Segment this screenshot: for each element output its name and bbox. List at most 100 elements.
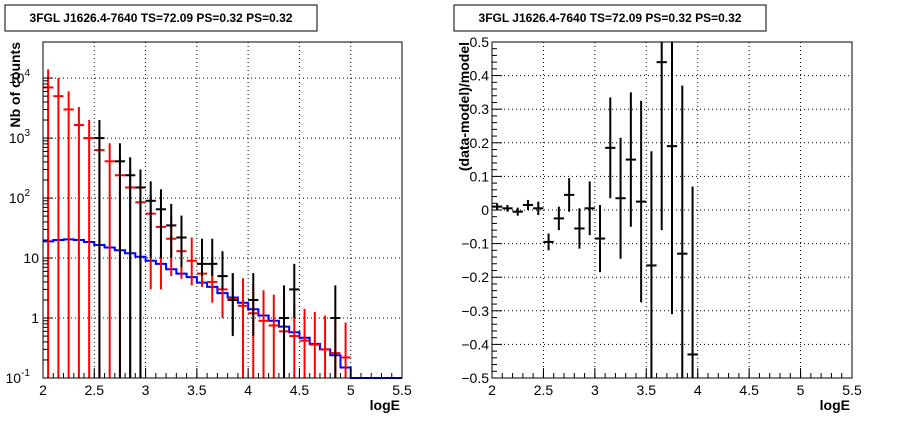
left-title-box — [4, 4, 318, 32]
right-y-tick-label: −0.4 — [461, 336, 489, 352]
model-point — [319, 315, 331, 378]
residual-point — [646, 151, 657, 378]
residual-point — [636, 100, 647, 303]
left-x-tick-label: 4.5 — [290, 382, 310, 398]
right-x-tick-label: 3 — [591, 382, 599, 398]
left-x-tick-label: 3 — [142, 382, 150, 398]
residual-point — [492, 203, 503, 210]
residual-point — [533, 201, 544, 216]
model-point — [309, 312, 320, 378]
right-y-tick-label: 0.1 — [470, 168, 490, 184]
right-x-tick-label: 4.5 — [739, 382, 759, 398]
left-grid — [43, 42, 402, 378]
left-x-tick-label: 5 — [347, 382, 355, 398]
right-x-tick-label: 2 — [488, 382, 496, 398]
right-y-tick-label: −0.1 — [461, 236, 489, 252]
right-y-tick-label: 0.4 — [470, 68, 490, 84]
model-point — [299, 308, 310, 378]
left-y-tick-label: 10 — [23, 250, 39, 266]
data-point — [155, 189, 167, 259]
left-x-axis-title: logE — [370, 397, 400, 413]
residual-point — [502, 204, 513, 212]
residual-point — [553, 206, 564, 231]
right-x-tick-label: 5 — [797, 382, 805, 398]
data-point — [196, 238, 208, 277]
model-point — [84, 120, 95, 378]
left-x-tick-label: 3.5 — [187, 382, 207, 398]
left-y-tick-label: 103 — [9, 128, 31, 146]
left-y-tick-exponent: 2 — [24, 188, 30, 199]
residual-point — [574, 208, 585, 249]
model-point — [104, 143, 115, 378]
data-point — [114, 143, 126, 378]
data-point — [248, 273, 259, 337]
right-y-tick-label: 0 — [481, 202, 489, 218]
residual-point — [564, 178, 575, 212]
data-point — [135, 169, 146, 378]
right-y-tick-label: 0.5 — [470, 34, 490, 50]
model-point — [63, 91, 74, 378]
left-x-tick-label: 4 — [244, 382, 252, 398]
left-y-tick-label: 102 — [9, 188, 31, 206]
data-point — [166, 203, 177, 259]
right-y-tick-label: 0.2 — [470, 135, 490, 151]
data-point — [176, 215, 187, 268]
left-x-tick-label: 5.5 — [392, 382, 412, 398]
left-y-tick-label: 1 — [31, 310, 39, 326]
left-y-tick-exponent: 3 — [24, 128, 30, 139]
residual-point — [594, 204, 606, 273]
data-point — [227, 273, 238, 337]
residual-point — [584, 181, 595, 236]
left-x-tick-label: 2 — [39, 382, 47, 398]
right-title: 3FGL J1626.4-7640 TS=72.09 PS=0.32 PS=0.… — [479, 11, 742, 25]
left-y-axis-title: Nb of counts — [7, 42, 23, 128]
left-y-tick-label: 10-1 — [6, 368, 31, 386]
right-series — [492, 42, 698, 378]
left-y-tick-exponent: -1 — [21, 368, 30, 379]
right-panel: 3FGL J1626.4-7640 TS=72.09 PS=0.32 PS=0.… — [453, 4, 862, 413]
left-title: 3FGL J1626.4-7640 TS=72.09 PS=0.32 PS=0.… — [30, 11, 293, 25]
residual-point — [615, 137, 626, 259]
left-y-tick-exponent: 4 — [24, 68, 30, 79]
right-title-box — [453, 4, 767, 32]
residual-point — [656, 42, 667, 231]
left-plot-frame — [42, 41, 403, 379]
model-point — [237, 278, 249, 378]
data-point — [94, 120, 105, 378]
model-point — [53, 78, 64, 378]
left-panel: 3FGL J1626.4-7640 TS=72.09 PS=0.32 PS=0.… — [4, 4, 412, 413]
model-point — [340, 322, 351, 378]
data-point — [289, 263, 300, 319]
right-y-axis-title: (data-model)/model — [456, 42, 472, 171]
data-point — [278, 285, 290, 378]
right-y-tick-label: −0.3 — [461, 303, 489, 319]
residual-point — [625, 92, 636, 227]
left-x-tick-label: 2.5 — [85, 382, 105, 398]
residual-point — [605, 97, 616, 199]
right-x-tick-label: 2.5 — [534, 382, 554, 398]
data-point — [207, 238, 218, 277]
residual-point — [512, 207, 523, 216]
model-point — [258, 290, 269, 378]
right-x-axis-title: logE — [820, 397, 850, 413]
left-series — [43, 69, 402, 379]
model-point — [186, 237, 197, 286]
model-point — [268, 294, 279, 378]
right-y-tick-label: 0.3 — [470, 101, 490, 117]
right-x-tick-label: 4 — [694, 382, 702, 398]
data-point — [330, 285, 341, 378]
right-y-tick-label: −0.5 — [461, 370, 489, 386]
residual-point — [677, 85, 688, 378]
residual-point — [543, 233, 554, 251]
right-x-tick-label: 3.5 — [637, 382, 657, 398]
data-point — [145, 181, 156, 259]
right-y-tick-label: −0.2 — [461, 269, 489, 285]
right-x-tick-label: 5.5 — [842, 382, 862, 398]
residual-point — [666, 42, 678, 315]
data-point — [125, 157, 136, 378]
residual-point — [687, 186, 698, 378]
right-axes: 2 2.5 3 3.5 4 4.5 5 5.5 −0.5 −0.4 −0.3 −0.2 −0.1 0 0.1… — [461, 34, 862, 398]
residual-point — [522, 199, 534, 210]
